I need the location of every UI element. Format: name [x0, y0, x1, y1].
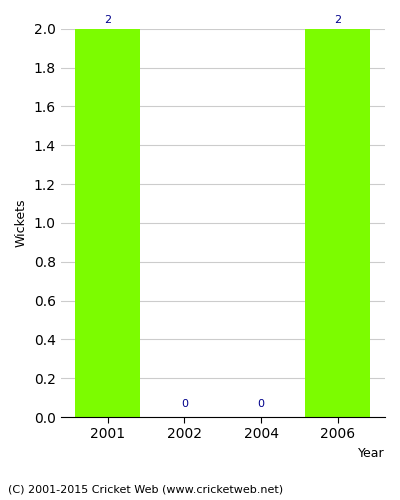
Bar: [75, 29, 140, 417]
Text: 2: 2: [334, 15, 341, 25]
Text: 0: 0: [181, 400, 188, 409]
Text: (C) 2001-2015 Cricket Web (www.cricketweb.net): (C) 2001-2015 Cricket Web (www.cricketwe…: [8, 484, 283, 494]
Text: 2: 2: [104, 15, 112, 25]
Text: 0: 0: [258, 400, 264, 409]
Y-axis label: Wickets: Wickets: [15, 198, 28, 247]
X-axis label: Year: Year: [358, 447, 385, 460]
Bar: [305, 29, 370, 417]
